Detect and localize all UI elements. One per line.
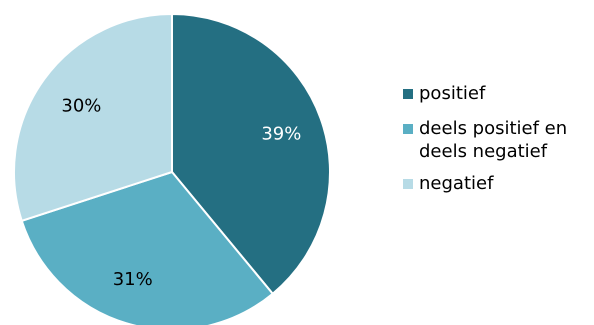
pie-slices [13,12,331,325]
pie-slice-negatief [13,12,173,223]
legend-swatch-positief [403,89,413,99]
pie-slice-deels-positief-en-deels-negatief [20,170,275,325]
legend-item-positief: positief [403,82,593,105]
data-label-deels-positief-en-deels-negatief: 31% [113,269,153,290]
pie-slice-positief [171,12,331,296]
data-label-positief: 39% [261,124,301,145]
legend-label-deels-positief-en-deels-negatief: deels positief en deels negatief [419,118,568,162]
legend-label-positief: positief [419,83,486,104]
legend-label-negatief: negatief [419,173,494,194]
legend-item-negatief: negatief [403,172,593,195]
pie-data-labels: 39% 31% 30% [61,96,301,290]
legend-item-deels-positief-en-deels-negatief: deels positief en deels negatief [403,117,593,163]
legend-swatch-negatief [403,179,413,189]
data-label-negatief: 30% [61,96,101,117]
legend-swatch-deels-positief-en-deels-negatief [403,124,413,134]
chart-legend: positief deels positief en deels negatie… [403,82,593,195]
